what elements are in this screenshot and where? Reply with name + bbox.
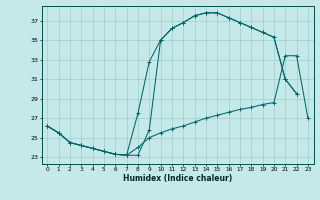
- X-axis label: Humidex (Indice chaleur): Humidex (Indice chaleur): [123, 174, 232, 183]
